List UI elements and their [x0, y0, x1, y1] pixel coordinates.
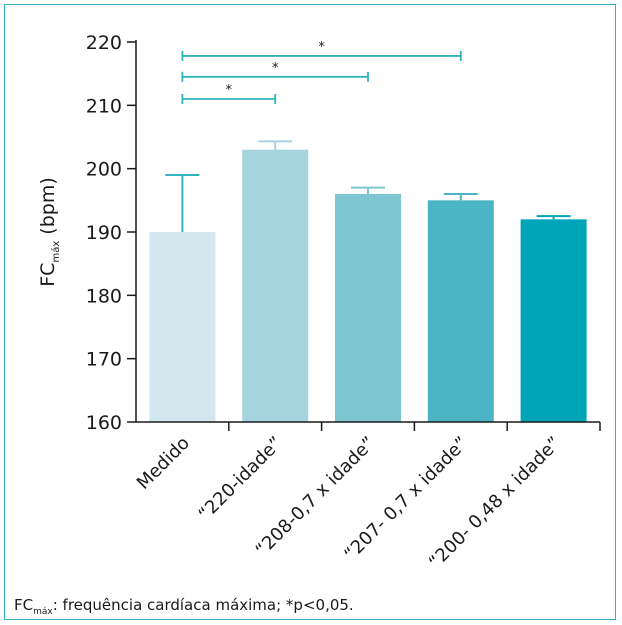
- figure-frame: [4, 4, 616, 620]
- y-tick-label-6: 220: [86, 32, 122, 54]
- bar-1: [242, 149, 309, 422]
- figure-footnote: FCmáx: frequência cardíaca máxima; *p<0,…: [14, 596, 354, 617]
- footnote-text: : frequência cardíaca máxima; *p<0,05.: [52, 596, 354, 614]
- y-tick-label-5: 210: [86, 95, 122, 117]
- y-tick-label-4: 200: [86, 159, 122, 181]
- bar-0: [149, 232, 216, 422]
- x-category-label-0: Medido: [133, 433, 194, 494]
- x-category-label-1: “220-idade”: [194, 433, 286, 525]
- y-tick-label-1: 170: [86, 349, 122, 371]
- y-tick-label-0: 160: [86, 412, 122, 434]
- y-tick-label-3: 190: [86, 222, 122, 244]
- bar-3: [427, 200, 494, 422]
- footnote-abbr-sub: máx: [33, 607, 53, 617]
- bar-4: [520, 219, 587, 422]
- significance-star-1: *: [272, 61, 279, 76]
- bar-2: [335, 194, 401, 422]
- footnote-abbr: FC: [14, 596, 34, 614]
- y-tick-label-2: 180: [86, 285, 122, 307]
- significance-star-2: *: [318, 40, 325, 55]
- significance-star-0: *: [226, 83, 233, 98]
- y-axis-label: FCmáx (bpm): [37, 177, 62, 287]
